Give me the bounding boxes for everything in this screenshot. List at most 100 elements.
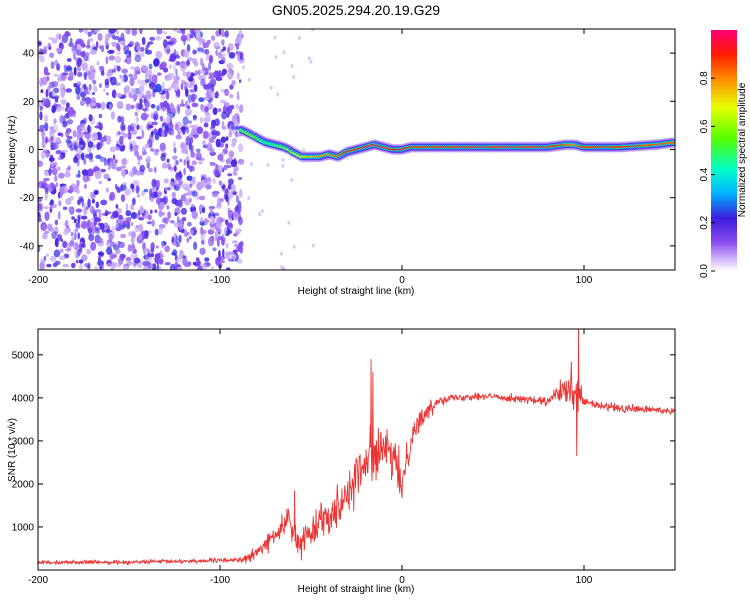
noise-speckle xyxy=(118,241,125,249)
noise-speckle xyxy=(166,205,170,210)
noise-speckle xyxy=(171,197,178,205)
noise-speckle xyxy=(50,199,54,206)
noise-speckle xyxy=(201,239,205,245)
noise-speckle xyxy=(89,205,95,214)
noise-speckle xyxy=(153,148,159,156)
noise-speckle xyxy=(38,128,45,132)
noise-speckle xyxy=(134,224,139,233)
noise-speckle xyxy=(117,115,122,123)
noise-speckle xyxy=(173,29,178,32)
noise-speckle xyxy=(210,91,216,99)
noise-speckle xyxy=(118,264,121,268)
noise-speckle xyxy=(186,160,190,167)
noise-speckle xyxy=(43,177,50,182)
noise-speckle xyxy=(210,216,216,225)
noise-speckle xyxy=(170,53,175,62)
noise-speckle xyxy=(139,29,143,35)
noise-speckle xyxy=(120,165,127,169)
noise-speckle xyxy=(112,210,119,219)
noise-speckle xyxy=(91,198,95,204)
noise-speckle xyxy=(155,50,163,60)
x-tick-label: -100 xyxy=(210,575,230,586)
noise-speckle xyxy=(71,237,75,241)
noise-speckle xyxy=(225,143,229,149)
noise-speckle xyxy=(172,80,179,85)
noise-speckle xyxy=(228,150,235,159)
noise-speckle xyxy=(169,263,176,270)
noise-speckle xyxy=(83,83,87,90)
noise-speckle xyxy=(132,197,136,206)
noise-speckle xyxy=(162,212,165,216)
noise-speckle xyxy=(160,154,166,162)
noise-speckle xyxy=(120,116,125,125)
noise-speckle xyxy=(150,148,155,152)
noise-speckle xyxy=(148,167,153,173)
noise-speckle xyxy=(125,103,132,111)
noise-speckle xyxy=(184,108,191,117)
noise-speckle xyxy=(115,204,119,209)
noise-speckle xyxy=(173,84,180,91)
noise-speckle xyxy=(66,136,73,140)
noise-speckle xyxy=(186,155,189,162)
noise-speckle xyxy=(38,214,42,221)
noise-speckle xyxy=(107,50,114,54)
noise-speckle xyxy=(190,229,194,236)
noise-speckle xyxy=(94,29,101,32)
noise-speckle xyxy=(58,200,62,207)
noise-speckle xyxy=(177,131,181,135)
noise-speckle xyxy=(139,124,144,132)
noise-speckle xyxy=(221,53,226,57)
noise-speckle xyxy=(73,156,79,164)
noise-speckle xyxy=(92,84,97,88)
noise-speckle xyxy=(112,43,117,48)
noise-speckle xyxy=(233,117,241,127)
noise-speckle xyxy=(138,85,145,93)
noise-speckle xyxy=(231,70,234,75)
noise-speckle xyxy=(175,134,182,140)
noise-speckle xyxy=(54,175,58,182)
noise-speckle xyxy=(159,115,164,122)
noise-speckle xyxy=(232,211,239,218)
noise-speckle xyxy=(57,211,61,220)
noise-speckle xyxy=(127,43,133,48)
noise-speckle xyxy=(174,179,178,186)
noise-speckle xyxy=(43,230,50,235)
noise-speckle xyxy=(64,31,70,37)
noise-speckle xyxy=(138,217,144,221)
noise-speckle xyxy=(145,90,152,100)
noise-speckle xyxy=(214,169,220,177)
noise-speckle xyxy=(161,126,165,131)
noise-speckle xyxy=(311,29,315,32)
noise-speckle xyxy=(189,183,193,188)
noise-speckle xyxy=(229,84,234,90)
noise-speckle xyxy=(217,107,222,113)
noise-speckle xyxy=(186,237,189,243)
noise-speckle xyxy=(108,166,111,171)
noise-speckle xyxy=(222,46,227,51)
noise-speckle xyxy=(217,165,224,173)
noise-speckle xyxy=(80,123,86,132)
noise-speckle xyxy=(198,161,203,165)
noise-speckle xyxy=(198,40,202,47)
noise-speckle xyxy=(129,66,135,70)
noise-speckle xyxy=(120,169,126,177)
noise-speckle xyxy=(230,184,236,192)
noise-speckle xyxy=(121,158,128,166)
noise-speckle xyxy=(51,81,59,88)
noise-speckle xyxy=(62,240,68,249)
noise-speckle xyxy=(156,262,160,270)
colorbar: 0.0 0.2 0.4 0.6 0.8 Normalized spectral ampl… xyxy=(699,30,748,278)
noise-speckle xyxy=(40,258,46,263)
noise-speckle xyxy=(124,59,128,63)
noise-speckle xyxy=(207,62,212,71)
noise-speckle xyxy=(135,70,141,75)
noise-speckle xyxy=(174,124,179,131)
noise-speckle xyxy=(52,141,59,150)
noise-speckle xyxy=(110,76,117,86)
noise-speckle xyxy=(106,92,109,96)
noise-speckle xyxy=(211,35,216,41)
noise-speckle xyxy=(238,33,242,42)
noise-speckle xyxy=(146,42,150,48)
noise-speckle xyxy=(221,68,227,75)
noise-speckle xyxy=(186,82,194,89)
